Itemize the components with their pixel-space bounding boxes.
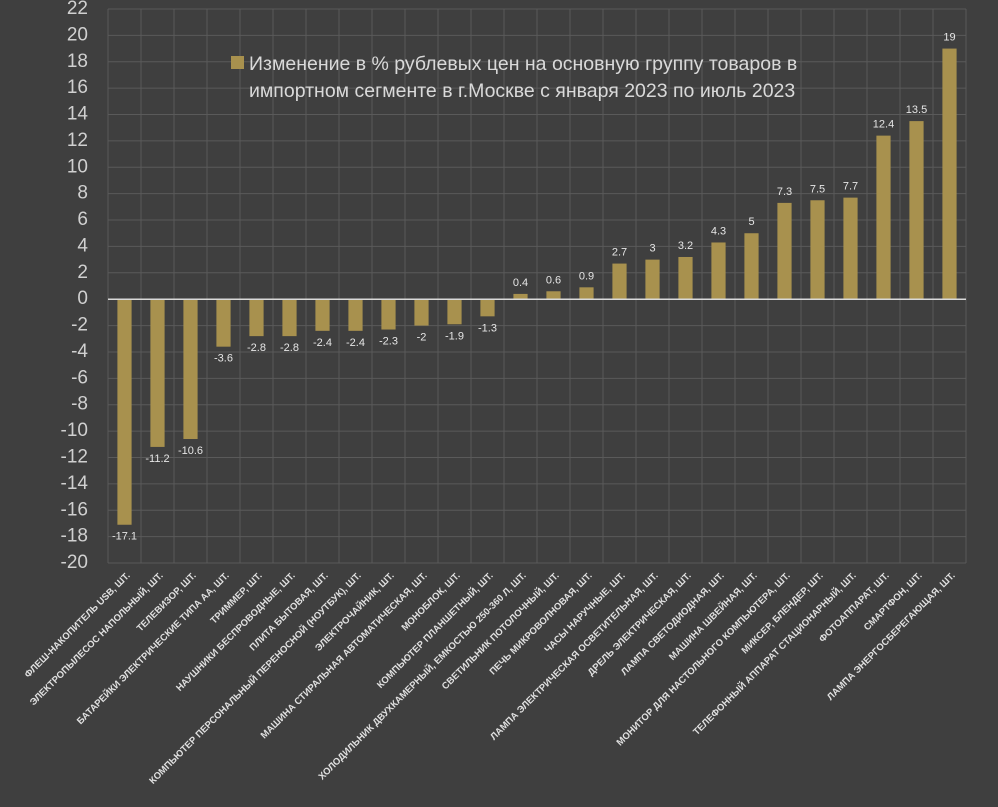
- data-label: 3: [649, 243, 655, 255]
- bar: [249, 299, 264, 337]
- y-tick-label: 14: [67, 104, 89, 125]
- data-label: 12.4: [873, 119, 894, 131]
- bar: [546, 291, 561, 300]
- y-tick-label: -14: [61, 473, 89, 494]
- data-label: -10.6: [178, 445, 203, 457]
- bar: [777, 202, 792, 300]
- data-label: -2.4: [313, 337, 332, 349]
- legend-line-2: импортном сегменте в г.Москве с января 2…: [249, 80, 795, 102]
- data-label: 5: [748, 216, 754, 228]
- y-tick-label: -8: [71, 394, 88, 415]
- bar: [876, 135, 891, 300]
- y-tick-label: 10: [67, 156, 88, 177]
- bar: [381, 299, 396, 330]
- data-label: 3.2: [678, 240, 693, 252]
- bar: [183, 299, 198, 440]
- x-tick-label: СМАРТФОН, ШТ.: [862, 570, 925, 633]
- data-labels: -17.1 -11.2 -10.6 -3.6 -2.8 -2.8 -2.4 -2.4 -2.3 -…: [112, 32, 956, 543]
- bar: [678, 256, 693, 300]
- bar: [711, 242, 726, 300]
- data-label: 0.6: [546, 274, 561, 286]
- x-tick-label: НАУШНИКИ БЕСПРОВОДНЫЕ, ШТ.: [174, 570, 297, 693]
- x-tick-label: ЭЛЕКТРОПЫЛЕСОС НАПОЛЬНЫЙ, ШТ.: [27, 570, 165, 708]
- legend-swatch: [231, 56, 244, 69]
- y-tick-label: -20: [61, 552, 88, 573]
- y-tick-label: -16: [61, 499, 88, 520]
- bar: [942, 48, 957, 300]
- bar: [348, 299, 363, 331]
- y-tick-label: 4: [77, 235, 88, 256]
- bar: [447, 299, 462, 325]
- data-label: 0.4: [513, 277, 528, 289]
- data-label: -2: [417, 332, 427, 344]
- y-tick-label: -10: [61, 420, 88, 441]
- bar: [282, 299, 297, 337]
- y-tick-label: -4: [71, 341, 88, 362]
- data-label: -1.3: [478, 322, 497, 334]
- data-label: -2.4: [346, 337, 365, 349]
- bar: [414, 299, 429, 326]
- bar: [480, 299, 495, 317]
- data-label: -11.2: [145, 453, 169, 465]
- bar: [843, 197, 858, 300]
- data-label: 0.9: [579, 270, 594, 282]
- bar: [579, 287, 594, 300]
- bar: [315, 299, 330, 331]
- x-tick-label: МОНОБЛОК, ШТ.: [400, 570, 463, 633]
- y-tick-label: 8: [77, 183, 88, 204]
- y-axis-ticks: 2220181614121086420-2-4-6-8-10-12-14-16-…: [61, 0, 89, 573]
- bar: [150, 299, 165, 447]
- y-tick-label: 0: [77, 288, 88, 309]
- bar: [513, 293, 528, 300]
- data-label: 7.3: [777, 186, 792, 198]
- bar: [216, 299, 231, 347]
- x-tick-label: СВЕТИЛЬНИК ПОТОЛОЧНЫЙ, ШТ.: [439, 570, 561, 692]
- y-tick-label: 2: [77, 262, 88, 283]
- y-tick-label: -6: [71, 367, 88, 388]
- data-label: -2.8: [247, 342, 266, 354]
- data-label: 4.3: [711, 225, 726, 237]
- x-tick-label: КОМПЬЮТЕР ПЕРСОНАЛЬНЫЙ ПЕРЕНОСНОЙ (НОУТБ…: [147, 570, 364, 787]
- bar: [645, 259, 660, 300]
- data-label: 7.7: [843, 181, 858, 193]
- y-tick-label: 18: [67, 51, 88, 72]
- bars: [117, 48, 957, 525]
- bar: [744, 233, 759, 300]
- x-tick-label: КОМПЬЮТЕР ПЛАНШЕТНЫЙ, ШТ.: [374, 570, 495, 691]
- bar: [117, 299, 132, 525]
- bar: [909, 121, 924, 300]
- y-tick-label: -12: [61, 446, 88, 467]
- x-axis-labels: ФЛЕШ-НАКОПИТЕЛЬ USB, ШТ.ЭЛЕКТРОПЫЛЕСОС Н…: [23, 570, 958, 787]
- y-tick-label: -18: [61, 526, 88, 547]
- y-tick-label: 16: [67, 77, 88, 98]
- y-tick-label: 22: [67, 0, 88, 19]
- legend: Изменение в % рублевых цен на основную г…: [231, 53, 797, 102]
- data-label: 19: [943, 32, 955, 44]
- data-label: -1.9: [445, 330, 464, 342]
- bar: [612, 263, 627, 300]
- data-label: -3.6: [214, 353, 233, 365]
- x-tick-label: ТЕЛЕВИЗОР, ШТ.: [135, 570, 199, 634]
- y-tick-label: 20: [67, 24, 88, 45]
- data-label: 13.5: [906, 104, 927, 116]
- data-label: -2.8: [280, 342, 299, 354]
- x-tick-label: БАТАРЕЙКИ ЭЛЕКТРИЧЕСКИЕ ТИПА АА, ШТ.: [74, 570, 231, 727]
- data-label: -17.1: [112, 531, 137, 543]
- data-label: -2.3: [379, 336, 398, 348]
- y-tick-label: -2: [71, 315, 88, 336]
- data-label: 2.7: [612, 247, 627, 259]
- bar: [810, 200, 825, 300]
- y-tick-label: 6: [77, 209, 88, 230]
- legend-line-1: Изменение в % рублевых цен на основную г…: [249, 53, 797, 75]
- y-tick-label: 12: [67, 130, 88, 151]
- data-label: 7.5: [810, 183, 825, 195]
